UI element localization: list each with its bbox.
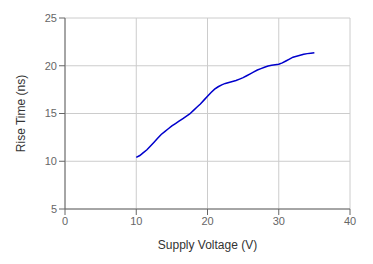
svg-text:5: 5 <box>51 203 57 215</box>
svg-text:0: 0 <box>62 215 68 227</box>
svg-text:Rise Time (ns): Rise Time (ns) <box>14 75 28 152</box>
svg-text:20: 20 <box>201 215 213 227</box>
svg-text:Supply Voltage (V): Supply Voltage (V) <box>158 238 257 252</box>
svg-text:15: 15 <box>45 107 57 119</box>
svg-text:30: 30 <box>273 215 285 227</box>
svg-text:20: 20 <box>45 60 57 72</box>
svg-text:10: 10 <box>130 215 142 227</box>
svg-text:40: 40 <box>344 215 356 227</box>
svg-text:25: 25 <box>45 12 57 24</box>
svg-text:10: 10 <box>45 155 57 167</box>
